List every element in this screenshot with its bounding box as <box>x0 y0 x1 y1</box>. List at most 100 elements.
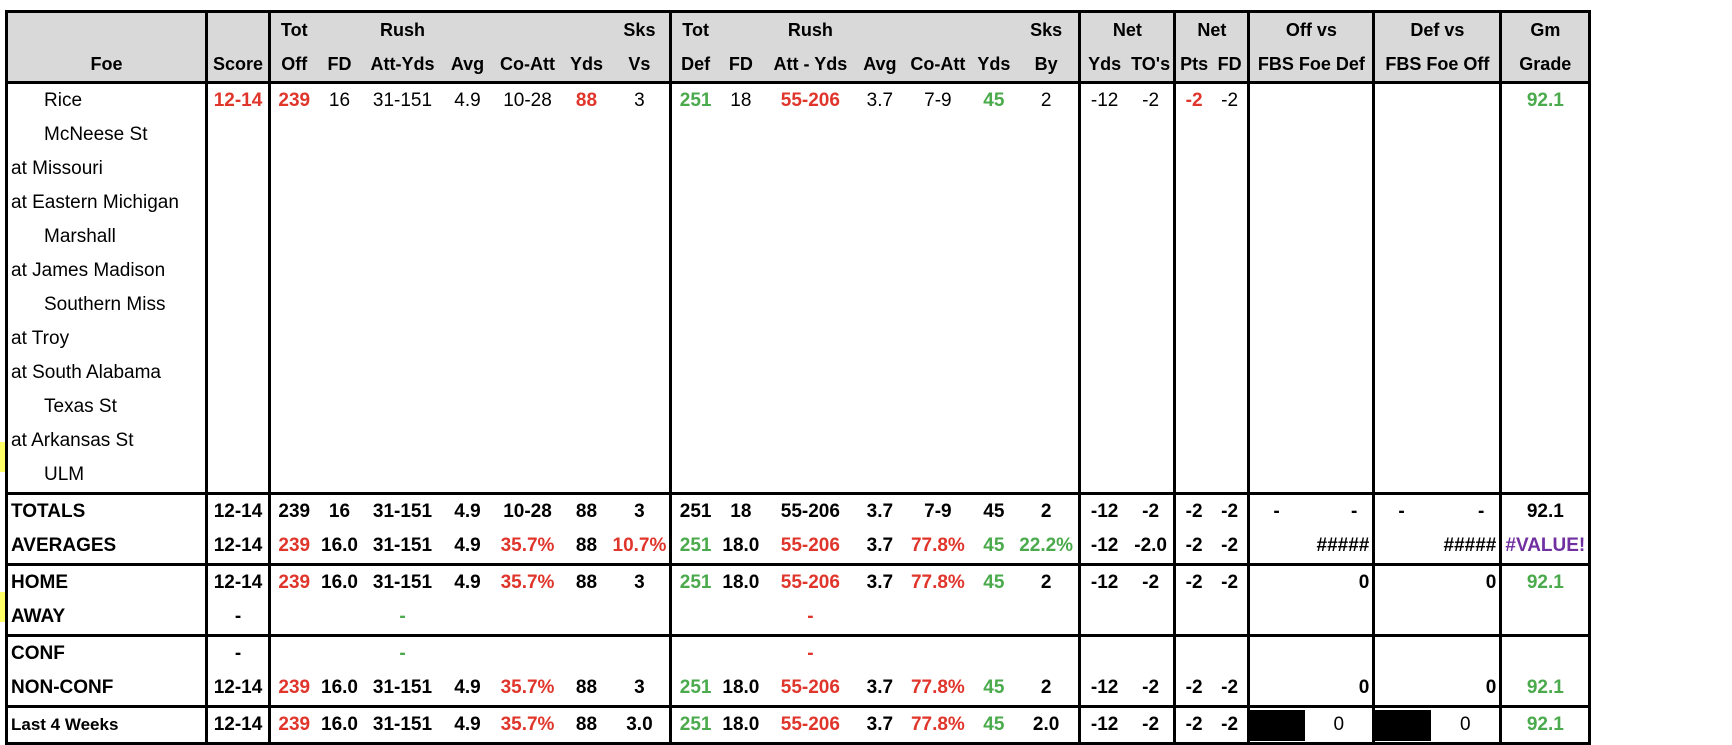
nonconf-cell: 18.0 <box>718 671 763 708</box>
game-cell: 12-14 <box>205 82 270 118</box>
averages-cell: ##### <box>1372 529 1501 566</box>
foe-name: at Arkansas St <box>5 424 207 458</box>
game-row: at Arkansas St <box>5 424 1592 458</box>
hdr-foe: Foe <box>5 47 207 84</box>
totals-cell: 88 <box>563 492 610 529</box>
game-row: Rice 12-14 239 16 31-151 4.9 10-28 88 3 251 18 55-2… <box>5 82 1592 118</box>
nonconf-cell: 4.9 <box>443 671 492 708</box>
nonconf-cell: 55-206 <box>762 671 858 708</box>
averages-cell: 3.7 <box>857 529 902 566</box>
averages-cell: -2 <box>1211 529 1249 566</box>
averages-cell: -2 <box>1173 529 1212 566</box>
foe-name: at Troy <box>5 322 207 356</box>
game-cell: 239 <box>268 82 318 118</box>
totals-cell: 45 <box>973 492 1014 529</box>
game-row: at James Madison <box>5 254 1592 288</box>
away-score: - <box>205 600 270 637</box>
nonconf-cell: 31-151 <box>361 671 444 708</box>
game-row: McNeese St <box>5 118 1592 152</box>
totals-cell: 2 <box>1013 492 1080 529</box>
hdr-net-pts: Net <box>1173 10 1249 47</box>
nonconf-cell: 35.7% <box>491 671 564 708</box>
totals-cell: -12 <box>1078 492 1128 529</box>
nonconf-cell: 3.7 <box>857 671 902 708</box>
nonconf-cell: 77.8% <box>901 671 974 708</box>
hdr-rush: Rush <box>361 10 444 47</box>
totals-label: TOTALS <box>5 492 207 529</box>
totals-cell: 7-9 <box>901 492 974 529</box>
hdr-net-yds: Net <box>1078 10 1175 47</box>
away-label: AWAY <box>5 600 207 637</box>
row-marker <box>0 592 5 622</box>
averages-cell: 77.8% <box>901 529 974 566</box>
averages-cell: 55-206 <box>762 529 858 566</box>
game-cell: 251 <box>669 82 719 118</box>
nonconf-cell: 251 <box>669 671 719 708</box>
conf-row: CONF - - - <box>5 635 1592 671</box>
away-row: AWAY - - - <box>5 600 1592 637</box>
game-cell: 3 <box>634 90 645 111</box>
header-row-1: Tot Rush Sks Tot Rush Sks Net Net Off vs… <box>5 10 1592 47</box>
conf-score: - <box>205 635 270 671</box>
home-cell: 88 <box>575 572 598 593</box>
home-cell: 55-206 <box>780 572 840 593</box>
home-cell: 239 <box>268 564 318 600</box>
game-cell: 3.7 <box>866 90 894 111</box>
foe-name: at South Alabama <box>5 356 207 390</box>
home-cell: 45 <box>983 572 1005 593</box>
foe-name: McNeese St <box>5 118 207 152</box>
black-block <box>1376 709 1432 741</box>
game-row: at South Alabama <box>5 356 1592 390</box>
nonconf-cell: 3 <box>609 671 671 708</box>
nonconf-cell: -2 <box>1127 671 1175 708</box>
game-row: Southern Miss <box>5 288 1592 322</box>
game-row: at Troy <box>5 322 1592 356</box>
averages-cell: 35.7% <box>491 529 564 566</box>
row-marker <box>0 442 5 472</box>
totals-cell: -2 <box>1211 492 1249 529</box>
season-stats-table: Tot Rush Sks Tot Rush Sks Net Net Off vs… <box>5 10 1592 745</box>
nonconf-cell: 16.0 <box>317 671 362 708</box>
averages-cell: 12-14 <box>205 529 270 566</box>
hdr-sks-by: Sks <box>1013 10 1080 47</box>
game-cell: 4.9 <box>454 90 481 111</box>
averages-cell: -12 <box>1078 529 1128 566</box>
totals-cell: 3.7 <box>857 492 902 529</box>
totals-cell: 92.1 <box>1499 492 1592 529</box>
nonconf-label: NON-CONF <box>5 671 207 708</box>
home-cell: 16.0 <box>321 572 358 593</box>
totals-cell: -2 <box>1173 492 1212 529</box>
game-row: at Missouri <box>5 152 1592 186</box>
home-cell: 18.0 <box>722 572 760 593</box>
foe-name: at James Madison <box>5 254 207 288</box>
home-label: HOME <box>5 564 207 600</box>
totals-cell: 239 <box>268 492 318 529</box>
game-cell: 18 <box>730 90 752 111</box>
foe-name: Rice <box>5 82 207 118</box>
header-row-2: Foe Score Off FD Att-Yds Avg Co-Att Yds … <box>5 47 1592 84</box>
hdr-tot: Tot <box>268 10 318 47</box>
hdr-rush-def: Rush <box>762 10 858 47</box>
game-row: at Eastern Michigan <box>5 186 1592 220</box>
game-cell: 7-9 <box>924 90 952 111</box>
nonconf-cell: 0 <box>1372 671 1501 708</box>
home-cell: 4.9 <box>454 572 481 593</box>
game-cell: 55-206 <box>780 90 840 111</box>
game-row: ULM <box>5 458 1592 495</box>
averages-label: AVERAGES <box>5 529 207 566</box>
nonconf-cell: -12 <box>1078 671 1128 708</box>
averages-cell: ##### <box>1247 529 1374 566</box>
home-cell: 77.8% <box>910 572 965 593</box>
foe-name: Marshall <box>5 220 207 254</box>
foe-name: ULM <box>5 458 207 495</box>
averages-cell: #VALUE! <box>1499 529 1592 566</box>
totals-cell: 10-28 <box>491 492 564 529</box>
game-cell: 92.1 <box>1499 82 1592 118</box>
hdr-tot-def: Tot <box>669 10 719 47</box>
nonconf-cell: -2 <box>1173 671 1212 708</box>
hdr-sks: Sks <box>609 10 671 47</box>
last4-cell: 0 <box>1333 714 1345 735</box>
foe-name: at Missouri <box>5 152 207 186</box>
home-cell: 92.1 <box>1499 564 1592 600</box>
